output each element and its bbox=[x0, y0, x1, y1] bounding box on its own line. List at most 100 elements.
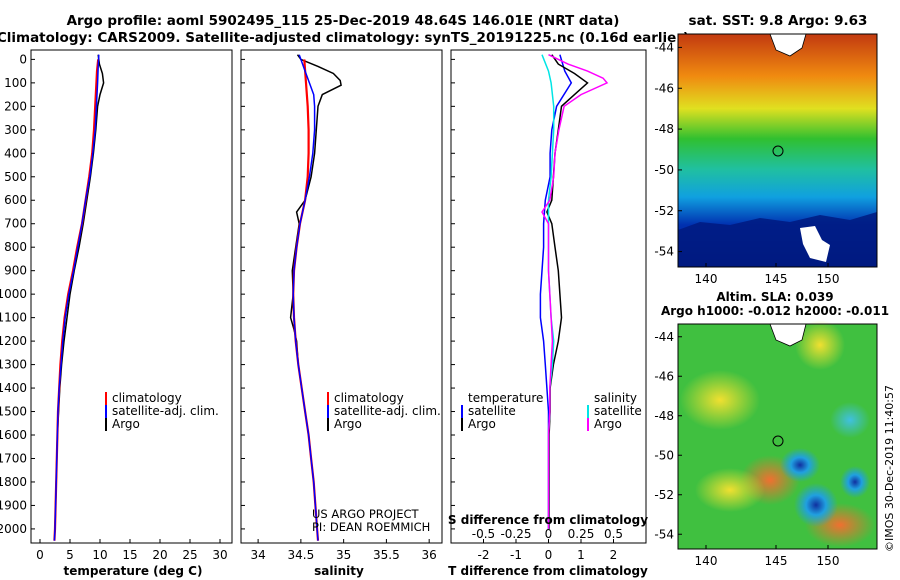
sst-map-axes: -44 -46 -48 -50 -52 -54 140 145 150 bbox=[654, 40, 839, 286]
legend-label-s-satellite: satellite bbox=[594, 404, 642, 418]
lon-tick-label: 145 bbox=[765, 554, 788, 568]
depth-tick-label: 1300 bbox=[0, 358, 27, 372]
legend-label-argo: Argo bbox=[112, 417, 140, 431]
depth-tick-label: 900 bbox=[4, 264, 27, 278]
s-difference-label: S difference from climatology bbox=[448, 513, 648, 527]
depth-tick-label: 500 bbox=[4, 170, 27, 184]
lon-tick-label: 145 bbox=[765, 272, 788, 286]
depth-tick-label: 1400 bbox=[0, 381, 27, 395]
temperature-plot: 0 5 10 15 20 25 30 bbox=[36, 54, 228, 562]
x-tick-label: 0 bbox=[36, 548, 44, 562]
lat-tick-label: -50 bbox=[654, 448, 674, 462]
argo-position-marker bbox=[772, 145, 784, 157]
s-argo-line bbox=[541, 54, 609, 529]
lat-tick-label: -48 bbox=[654, 122, 674, 136]
difference-plot: -2 -1 0 1 2 -0.5 -0.25 0 0.25 0.5 bbox=[472, 54, 623, 562]
depth-tick-label: 1000 bbox=[0, 287, 27, 301]
legend-label-s-argo: Argo bbox=[594, 417, 622, 431]
salinity-plot: 34 34.5 35 35.5 36 bbox=[250, 54, 437, 562]
legend-label-satellite: satellite-adj. clim. bbox=[112, 404, 219, 418]
x-tick-label: 1 bbox=[577, 548, 585, 562]
lon-tick-label: 150 bbox=[817, 554, 840, 568]
sla-anomaly bbox=[780, 448, 820, 482]
x-tick-label: 36 bbox=[422, 548, 437, 562]
legend-label-satellite: satellite-adj. clim. bbox=[334, 404, 441, 418]
x-tick-label: 35.5 bbox=[373, 548, 400, 562]
depth-tick-label: 1600 bbox=[0, 428, 27, 442]
lat-tick-label: -52 bbox=[654, 488, 674, 502]
temperature-legend: climatology satellite-adj. clim. Argo bbox=[105, 391, 219, 431]
sla-map: Altim. SLA: 0.039 Argo h1000: -0.012 h20… bbox=[654, 290, 889, 568]
argo-line bbox=[54, 54, 105, 529]
sla-map-subtitle: Argo h1000: -0.012 h2000: -0.011 bbox=[661, 304, 889, 318]
depth-tick-label: 1800 bbox=[0, 475, 27, 489]
lat-tick-label: -46 bbox=[654, 369, 674, 383]
sla-anomaly bbox=[830, 402, 870, 438]
depth-tick-label: 1900 bbox=[0, 498, 27, 512]
missing-data-patch bbox=[800, 226, 830, 262]
difference-legend: temperature satellite Argo salinity sate… bbox=[448, 391, 648, 527]
depth-tick-label: 1700 bbox=[0, 451, 27, 465]
t-satellite-line bbox=[539, 54, 573, 529]
depth-tick-label: 300 bbox=[4, 123, 27, 137]
sla-map-axes: -44 -46 -48 -50 -52 -54 140 145 150 bbox=[654, 330, 839, 568]
lat-tick-label: -54 bbox=[654, 527, 674, 541]
depth-tick-label: 1200 bbox=[0, 334, 27, 348]
argo-line bbox=[289, 54, 342, 529]
x-tick-label: 25 bbox=[182, 548, 197, 562]
lat-tick-label: -44 bbox=[654, 330, 674, 344]
sst-map: sat. SST: 9.8 Argo: 9.63 -44 -46 -48 -50 -52… bbox=[654, 13, 878, 286]
x-tick-label: 2 bbox=[610, 548, 618, 562]
depth-tick-label: 200 bbox=[4, 99, 27, 113]
x-tick-label: -2 bbox=[478, 548, 490, 562]
depth-tick-label: 1500 bbox=[0, 405, 27, 419]
depth-tick-label: 400 bbox=[4, 146, 27, 160]
x-tick-label: 35 bbox=[336, 548, 351, 562]
depth-tick-label: 800 bbox=[4, 240, 27, 254]
sla-anomaly bbox=[840, 466, 870, 498]
x-tick-label: 0 bbox=[545, 548, 553, 562]
pi-credit: PI: DEAN ROEMMICH bbox=[312, 520, 430, 534]
legend-label-argo: Argo bbox=[334, 417, 362, 431]
lon-tick-label: 140 bbox=[695, 272, 718, 286]
depth-tick-label: 0 bbox=[19, 52, 27, 66]
title-line-2: Climatology: CARS2009. Satellite-adjuste… bbox=[0, 30, 689, 46]
sla-map-title: Altim. SLA: 0.039 bbox=[716, 290, 833, 304]
salinity-axis-label: salinity bbox=[314, 564, 364, 578]
x-tick-label: 5 bbox=[66, 548, 74, 562]
satellite-adj-clim-line bbox=[53, 54, 100, 541]
x-tick-label: 20 bbox=[152, 548, 167, 562]
title-line-1: Argo profile: aoml 5902495_115 25-Dec-20… bbox=[67, 13, 620, 29]
legend-title-temperature: temperature bbox=[468, 391, 543, 405]
depth-tick-label: 100 bbox=[4, 76, 27, 90]
depth-tick-label: 600 bbox=[4, 193, 27, 207]
lat-tick-label: -52 bbox=[654, 204, 674, 218]
sst-map-frame bbox=[677, 33, 878, 268]
x-tick-label: 34 bbox=[250, 548, 265, 562]
s-tick-label: 0 bbox=[545, 527, 553, 541]
x-tick-label: 15 bbox=[122, 548, 137, 562]
x-tick-label: 30 bbox=[212, 548, 227, 562]
legend-title-salinity: salinity bbox=[594, 391, 637, 405]
sla-anomaly bbox=[795, 320, 845, 370]
lat-tick-label: -46 bbox=[654, 81, 674, 95]
depth-tick-label: 700 bbox=[4, 217, 27, 231]
climatology-line bbox=[53, 59, 100, 541]
sla-anomaly bbox=[695, 468, 765, 512]
argo-position-marker bbox=[772, 435, 784, 447]
t-difference-axis-label: T difference from climatology bbox=[448, 564, 648, 578]
s-tick-label: -0.25 bbox=[500, 527, 531, 541]
sla-map-frame bbox=[677, 323, 878, 550]
sla-anomaly bbox=[680, 370, 760, 430]
s-tick-label: 0.25 bbox=[568, 527, 595, 541]
sst-map-title: sat. SST: 9.8 Argo: 9.63 bbox=[689, 13, 868, 29]
legend-label-climatology: climatology bbox=[112, 391, 182, 405]
depth-axis: 0 100 200 300 400 500 600 700 800 900 1000 1100 1200… bbox=[0, 52, 455, 536]
sla-anomaly bbox=[794, 483, 838, 527]
legend-label-t-argo: Argo bbox=[468, 417, 496, 431]
x-tick-label: 34.5 bbox=[288, 548, 315, 562]
salinity-legend: climatology satellite-adj. clim. Argo US… bbox=[312, 391, 441, 534]
salinity-panel bbox=[240, 49, 443, 544]
lon-tick-label: 150 bbox=[817, 272, 840, 286]
